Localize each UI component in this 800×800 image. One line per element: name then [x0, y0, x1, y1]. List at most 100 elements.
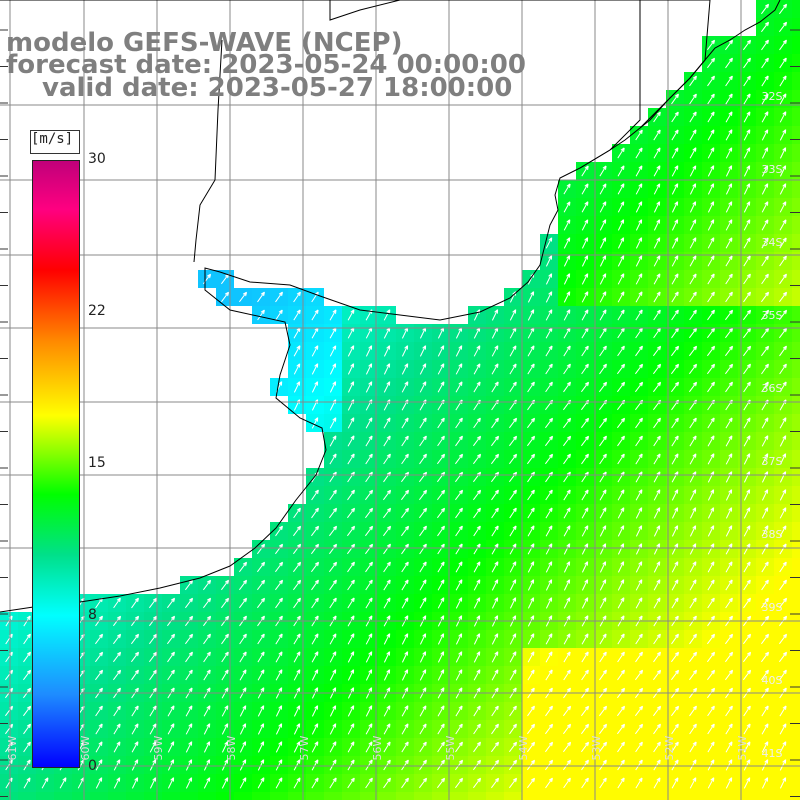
wind-arrow — [185, 669, 193, 681]
wind-arrow — [617, 543, 625, 555]
wind-arrow — [779, 39, 787, 51]
wind-arrow — [257, 669, 265, 681]
wind-arrow — [473, 705, 481, 717]
wind-arrow — [383, 417, 391, 429]
wind-speed-cell — [792, 216, 800, 234]
wind-arrow — [671, 309, 679, 321]
wind-arrow — [617, 165, 625, 177]
longitude-label: 57W — [298, 735, 311, 760]
wind-arrow — [113, 651, 122, 663]
wind-arrow — [293, 777, 301, 789]
wind-arrow — [635, 165, 643, 177]
wind-arrow — [473, 363, 481, 375]
wind-arrow — [401, 363, 409, 375]
wind-arrow — [671, 507, 679, 519]
wind-arrow — [689, 453, 697, 465]
latitude-label: 34S — [762, 236, 783, 249]
wind-arrow — [635, 183, 643, 195]
wind-arrow — [761, 705, 769, 717]
wind-arrow — [95, 651, 104, 663]
wind-speed-cell — [792, 540, 800, 558]
wind-arrow — [509, 309, 517, 321]
wind-arrow — [761, 543, 769, 555]
wind-arrow — [671, 255, 679, 267]
wind-arrow — [419, 417, 427, 429]
wind-arrow — [455, 417, 463, 429]
wind-arrow — [599, 309, 607, 321]
wind-arrow — [149, 597, 158, 609]
wind-arrow — [707, 453, 715, 465]
wind-arrow — [401, 381, 409, 393]
wind-arrow — [653, 417, 661, 429]
wind-arrow — [671, 165, 679, 177]
wind-arrow — [653, 525, 661, 537]
wind-arrow — [437, 381, 445, 393]
wind-arrow — [365, 525, 374, 537]
wind-arrow — [95, 705, 103, 717]
wind-arrow — [203, 741, 211, 753]
wind-arrow — [383, 381, 391, 393]
wind-arrow — [671, 759, 679, 771]
wind-arrow — [635, 669, 644, 681]
wind-arrow — [311, 597, 319, 609]
wind-arrow — [437, 435, 445, 447]
wind-arrow — [437, 525, 445, 537]
wind-arrow — [329, 417, 337, 429]
wind-arrow — [329, 363, 337, 375]
wind-arrow — [275, 633, 283, 645]
wind-arrow — [347, 417, 355, 429]
wind-arrow — [635, 741, 643, 753]
wind-arrow — [275, 525, 283, 537]
wind-arrow — [149, 741, 157, 753]
wind-arrow — [635, 129, 643, 141]
wind-arrow — [257, 633, 265, 645]
wind-arrow — [401, 435, 409, 447]
wind-arrow — [347, 309, 355, 321]
wind-arrow — [527, 741, 536, 753]
wind-arrow — [149, 669, 157, 681]
wind-arrow — [779, 633, 788, 645]
coastline-west — [0, 0, 641, 613]
wind-arrow — [401, 633, 409, 645]
wind-speed-cell — [792, 324, 800, 342]
wind-arrow — [473, 759, 482, 771]
wind-arrow — [347, 381, 355, 393]
wind-arrow — [635, 579, 643, 591]
wind-arrow — [671, 363, 680, 375]
wind-arrow — [437, 453, 446, 465]
wind-arrow — [545, 291, 553, 303]
wind-arrow — [383, 435, 391, 447]
wind-arrow — [617, 363, 626, 375]
wind-arrow — [563, 705, 572, 717]
wind-arrow — [707, 147, 715, 159]
wind-arrow — [329, 777, 337, 789]
wind-arrow — [275, 579, 284, 591]
longitude-labels: 61W 60W 59W 58W 57W 56W 55W 54W 53W 52W 51W — [6, 735, 749, 760]
wind-arrow — [365, 543, 374, 555]
wind-arrow — [275, 597, 283, 609]
wind-arrow — [491, 489, 499, 501]
wind-arrow — [743, 111, 751, 123]
wind-arrow — [653, 291, 661, 303]
latitude-label: 41S — [762, 747, 783, 760]
wind-arrow — [131, 777, 139, 789]
wind-arrow — [761, 561, 769, 573]
wind-arrow — [239, 651, 247, 663]
wind-arrow — [311, 417, 319, 429]
wind-arrow — [545, 237, 553, 249]
wind-arrow — [383, 597, 391, 609]
wind-arrow — [599, 183, 607, 195]
wind-arrow — [779, 525, 787, 537]
wind-arrow — [347, 777, 355, 789]
wind-speed-cell — [306, 792, 324, 800]
wind-arrow — [707, 39, 716, 51]
wind-arrow — [671, 741, 679, 753]
wind-arrow — [383, 669, 391, 681]
wind-arrow — [761, 489, 769, 501]
wind-arrow — [617, 561, 625, 573]
wind-arrow — [725, 183, 733, 195]
wind-arrow — [671, 201, 679, 213]
wind-arrow — [743, 345, 752, 357]
wind-arrow — [257, 651, 265, 663]
wind-arrow — [329, 561, 338, 573]
